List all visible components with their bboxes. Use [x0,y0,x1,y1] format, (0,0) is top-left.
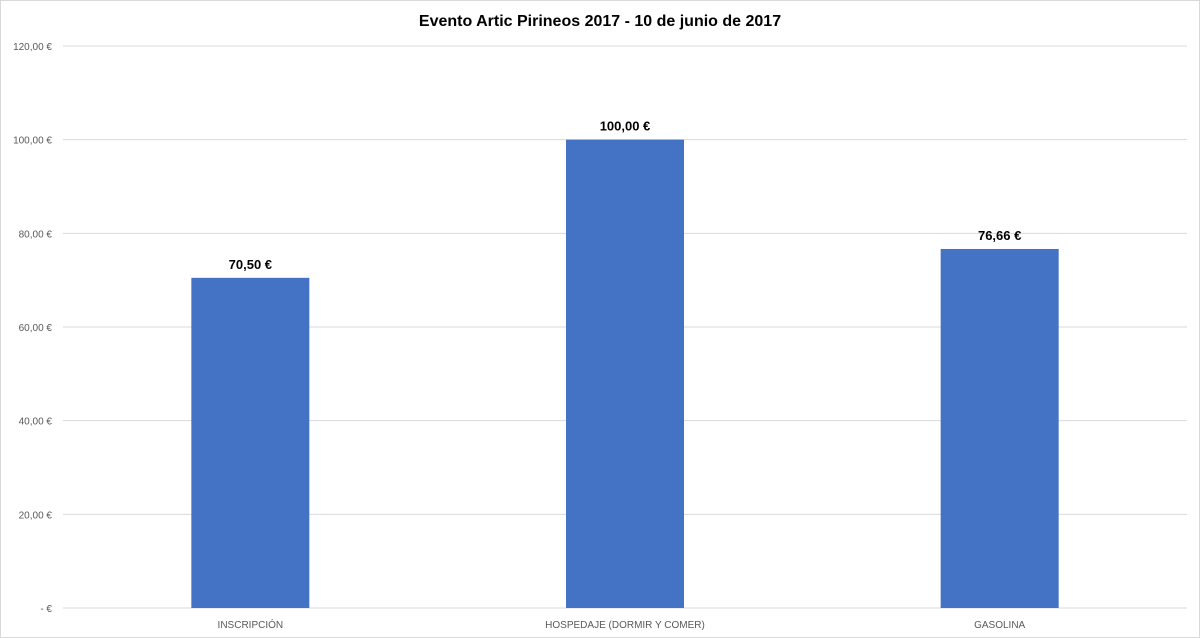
y-tick-label: 100,00 € [13,136,52,147]
bar [566,139,684,608]
data-label: 76,66 € [978,228,1021,243]
y-tick-label: 120,00 € [13,42,52,53]
x-axis-categories: INSCRIPCIÓN HOSPEDAJE (DORMIR Y COMER) GAS… [218,618,1026,631]
bars [191,139,1059,609]
y-tick-label: 80,00 € [19,229,53,240]
y-axis-ticks: - € 20,00 € 40,00 € 60,00 € 80,00 € 100,00 € 1… [13,42,52,615]
data-labels: 70,50 € 100,00 € 76,66 € [229,119,1022,272]
y-tick-label: 40,00 € [19,417,53,428]
y-tick-label: 60,00 € [19,323,53,334]
category-label: HOSPEDAJE (DORMIR Y COMER) [545,620,705,631]
bar [940,248,1059,609]
y-tick-label: - € [40,604,52,615]
data-label: 70,50 € [229,257,272,272]
y-tick-label: 20,00 € [19,510,53,521]
bar [191,277,310,608]
chart-title: Evento Artic Pirineos 2017 - 10 de junio… [419,13,781,30]
data-label: 100,00 € [600,119,651,134]
category-label: INSCRIPCIÓN [218,618,284,631]
category-label: GASOLINA [974,620,1025,631]
